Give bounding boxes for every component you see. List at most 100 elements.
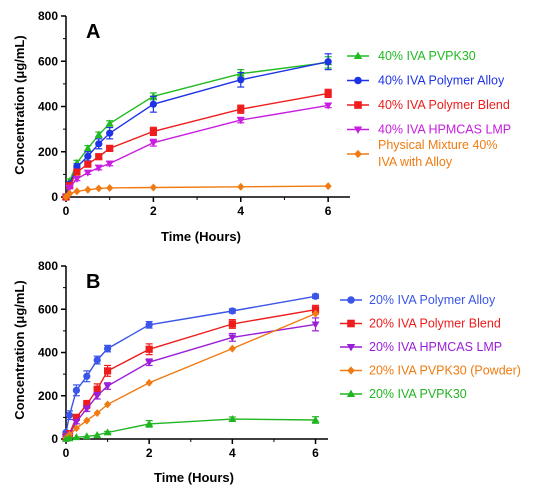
data-point [228, 320, 236, 328]
data-point [82, 432, 91, 440]
data-point [105, 160, 114, 168]
data-point [106, 183, 114, 192]
legend-label: 20% IVA HPMCAS LMP [369, 340, 502, 354]
legend-label: 40% IVA Polymer Blend [378, 98, 510, 112]
legend-marker [346, 343, 356, 352]
data-point [237, 76, 245, 84]
data-point [145, 345, 153, 353]
data-point [228, 414, 237, 422]
data-point [145, 321, 153, 329]
series-1 [62, 53, 332, 201]
data-point [95, 153, 103, 161]
data-point [72, 433, 81, 441]
series-0 [62, 56, 333, 200]
series-4 [62, 182, 332, 201]
legend-label: IVA with Alloy [378, 155, 453, 169]
y-tick-label: 0 [51, 190, 58, 204]
data-point [311, 292, 320, 300]
panel-a-y-axis-title: Concentration (μg/mL) [12, 35, 27, 174]
legend-label: 20% IVA Polymer Alloy [369, 293, 496, 307]
legend-item-0: 20% IVA Polymer Alloy [340, 293, 496, 307]
data-point [103, 400, 112, 409]
data-point [324, 89, 332, 97]
legend-item-1: 20% IVA Polymer Blend [340, 317, 501, 331]
legend-item-3: 40% IVA HPMCAS LMP [347, 123, 511, 137]
x-tick-label: 6 [312, 446, 319, 460]
data-point [83, 169, 92, 177]
series-line-2 [65, 92, 329, 198]
panel-b-axes: 0 200 400 600 800 0 2 4 6 [38, 259, 328, 460]
data-point [228, 344, 236, 353]
legend-item-0: 40% IVA PVPK30 [347, 49, 476, 63]
data-point [94, 164, 103, 172]
x-tick-label: 6 [325, 204, 332, 218]
x-tick-label: 2 [146, 446, 153, 460]
data-point [149, 92, 158, 100]
legend-label: 40% IVA HPMCAS LMP [378, 123, 511, 137]
legend-item-1: 40% IVA Polymer Alloy [347, 74, 505, 88]
data-point [311, 415, 320, 423]
panel-b-y-axis-title: Concentration (μg/mL) [12, 280, 27, 419]
y-tick-label: 800 [38, 9, 58, 23]
data-point [237, 105, 245, 113]
x-tick-label: 4 [237, 204, 244, 218]
legend-marker [347, 319, 355, 328]
data-point [93, 385, 101, 393]
legend-label: Physical Mixture 40% [378, 138, 498, 152]
y-tick-label: 800 [38, 259, 58, 273]
data-point [72, 424, 80, 433]
data-point [93, 430, 102, 438]
y-tick-label: 600 [38, 302, 58, 316]
data-point [83, 372, 91, 380]
data-point [93, 392, 102, 400]
data-point [228, 334, 237, 342]
data-point [145, 359, 154, 367]
legend-label: 40% IVA Polymer Alloy [378, 74, 505, 88]
legend-item-2: 20% IVA HPMCAS LMP [340, 340, 502, 354]
panel-a-axes: 0 200 400 600 800 0 2 4 6 [38, 9, 350, 218]
panel-a-x-axis-title: Time (Hours) [161, 229, 241, 244]
data-point [84, 185, 92, 194]
series-4 [62, 414, 320, 442]
data-point [72, 418, 81, 426]
series-line-0 [65, 61, 329, 198]
data-point [106, 129, 114, 137]
data-point [65, 411, 74, 419]
data-point [62, 193, 70, 201]
data-point [93, 356, 101, 364]
legend-marker [354, 101, 362, 109]
data-point [83, 416, 91, 425]
legend-marker [347, 366, 355, 375]
series-line-4 [65, 185, 329, 198]
data-point [103, 383, 112, 391]
series-line-4 [65, 418, 316, 440]
data-point [149, 183, 157, 192]
legend-marker [353, 51, 363, 60]
panel-b-x-axis-title: Time (Hours) [154, 470, 234, 485]
data-point [83, 144, 92, 152]
data-point [106, 144, 114, 152]
data-point [103, 345, 112, 353]
y-tick-label: 400 [38, 346, 58, 360]
data-point [145, 419, 154, 427]
panel-a: A 0 200 400 600 800 0 2 4 6 Time (Hours) Concent… [12, 9, 511, 244]
data-point [149, 127, 157, 135]
data-point [82, 405, 91, 413]
legend-marker [353, 126, 363, 134]
data-point [103, 428, 112, 436]
legend-marker [346, 389, 356, 398]
data-point [94, 130, 103, 138]
data-point [236, 117, 245, 125]
y-tick-label: 200 [38, 145, 58, 159]
x-tick-label: 4 [229, 446, 236, 460]
legend-item-2: 40% IVA Polymer Blend [347, 98, 510, 112]
y-tick-label: 600 [38, 54, 58, 68]
x-tick-label: 0 [63, 446, 70, 460]
data-point [324, 102, 333, 110]
data-point [93, 409, 101, 418]
data-point [105, 119, 114, 127]
x-tick-label: 2 [150, 204, 157, 218]
legend-label: 40% IVA PVPK30 [378, 49, 476, 63]
data-point [72, 176, 81, 184]
data-point [149, 100, 157, 108]
